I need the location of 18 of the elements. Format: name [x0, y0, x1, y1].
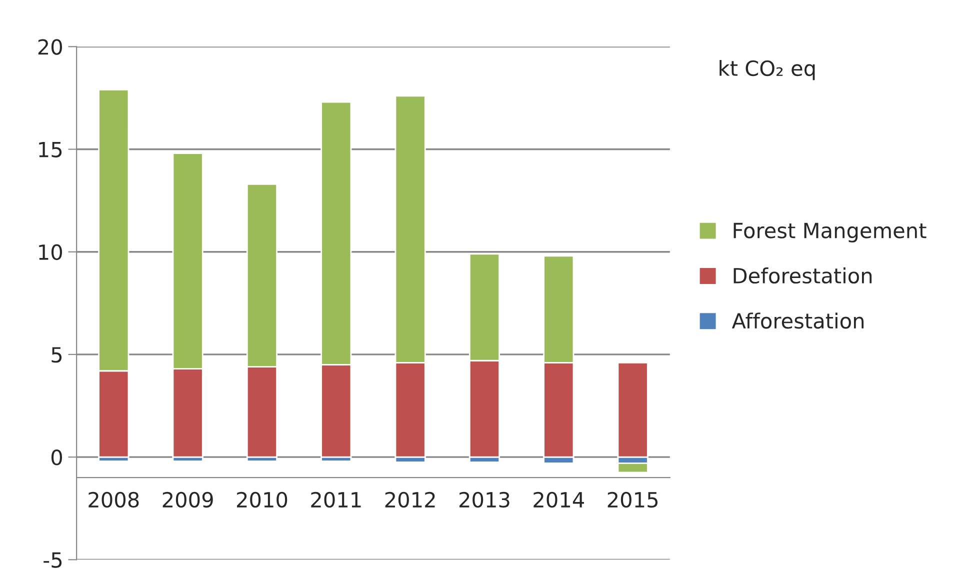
y-tick-label: 5: [52, 347, 62, 363]
x-tick-label: 2010: [236, 492, 288, 508]
y-tick-label: 15: [39, 142, 62, 158]
x-tick-label: 2011: [311, 492, 361, 508]
y-tick-label: 0: [51, 450, 62, 466]
legend-label: Forest Mangement: [734, 222, 926, 242]
x-tick-label: 2013: [460, 492, 510, 508]
y-tick-label: -5: [44, 552, 62, 568]
y-tick-label: 10: [39, 244, 62, 260]
legend-label: Deforestation: [734, 267, 872, 284]
x-tick-label: 2012: [385, 492, 435, 508]
legend-label: Afforestation: [732, 312, 864, 329]
text: kt CO₂ eq: [720, 60, 815, 80]
x-tick-label: 2008: [88, 492, 139, 508]
x-tick-label: 2009: [162, 492, 213, 508]
x-tick-label: 2014: [534, 492, 584, 508]
x-tick-label: 2015: [608, 492, 658, 508]
y-tick-label: 20: [38, 39, 62, 55]
